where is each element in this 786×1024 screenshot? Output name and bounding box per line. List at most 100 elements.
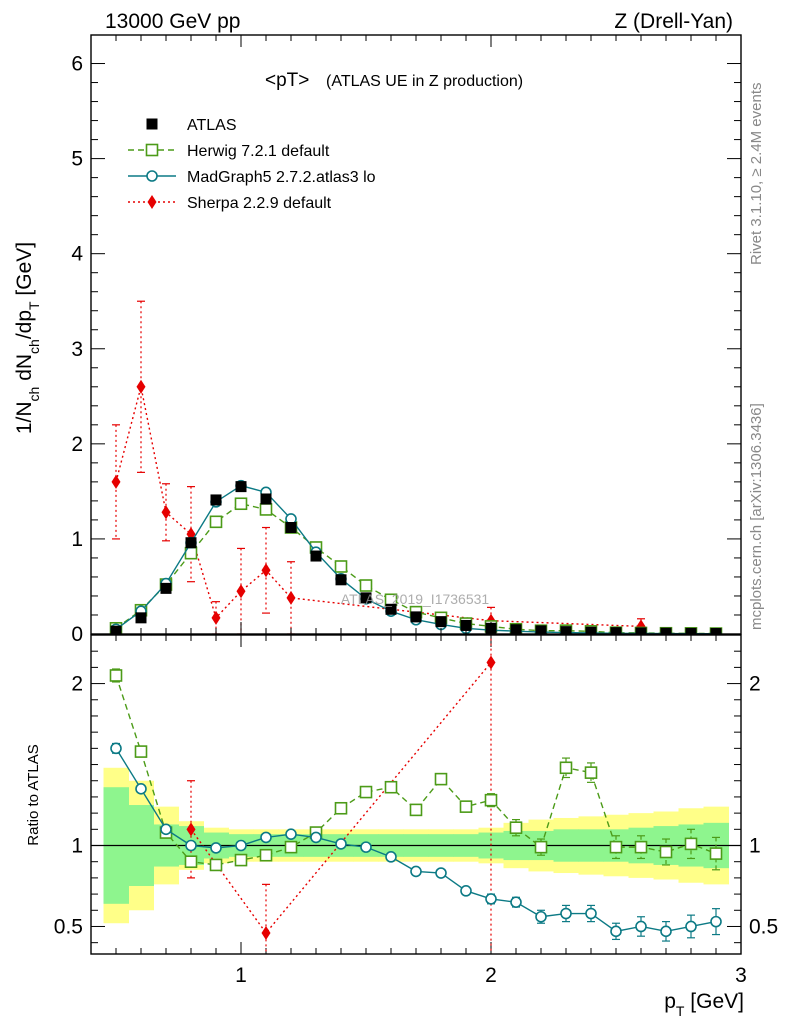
y-tick-label: 6 <box>71 53 83 76</box>
legend-label: Sherpa 2.2.9 default <box>187 195 332 212</box>
data-point <box>109 669 123 682</box>
x-tick-label: 2 <box>485 964 497 987</box>
data-point <box>660 925 672 938</box>
svg-text:pT [GeV]: pT [GeV] <box>664 990 744 1019</box>
y-tick-label: 2 <box>71 673 83 696</box>
data-point <box>211 610 221 625</box>
data-point <box>385 851 397 863</box>
data-point <box>410 865 422 878</box>
header-left: 13000 GeV pp <box>105 10 240 33</box>
data-point <box>135 612 147 624</box>
legend-entry: ATLAS <box>146 117 237 134</box>
data-point <box>111 474 121 489</box>
svg-text:1/Nch dNch/dpT [GeV]: 1/Nch dNch/dpT [GeV] <box>13 242 42 434</box>
series-0 <box>109 668 723 872</box>
data-point <box>186 822 196 837</box>
legend-marker <box>146 170 158 182</box>
series-line <box>115 386 642 628</box>
main-title-primary: <pT> <box>265 70 309 91</box>
data-point <box>334 801 348 815</box>
legend-marker <box>146 118 158 130</box>
data-point <box>259 848 273 862</box>
mcplots-label: mcplots.cern.ch [arXiv:1306.3436] <box>748 403 765 630</box>
data-point <box>609 840 623 854</box>
data-point <box>310 831 322 844</box>
legend-marker <box>145 143 159 157</box>
series-line <box>190 662 492 935</box>
data-point <box>236 584 246 599</box>
series-1 <box>110 742 722 942</box>
data-point <box>334 560 348 573</box>
data-point <box>260 493 272 505</box>
data-point <box>635 920 647 933</box>
data-point <box>385 603 397 615</box>
main-panel: 0 1 2 3 4 5 6 <box>71 34 742 954</box>
data-point <box>459 800 473 813</box>
data-point <box>235 481 247 493</box>
y-tick-label-right: 1 <box>749 835 761 858</box>
ratio-panel: 1 2 3 0.5 0.5 1 1 2 2 <box>54 634 778 987</box>
data-point <box>610 925 622 938</box>
legend-label: ATLAS <box>187 117 237 134</box>
data-point <box>210 494 222 506</box>
data-point <box>486 655 496 670</box>
data-point <box>460 885 472 897</box>
data-point <box>435 616 447 628</box>
series-2 <box>186 635 496 954</box>
data-point <box>460 619 472 631</box>
legend: ATLAS Herwig 7.2.1 default MadGraph5 2.7.2… <box>128 117 376 212</box>
plot-frame <box>90 634 742 955</box>
data-point <box>286 590 296 605</box>
data-point <box>559 761 573 775</box>
main-title-secondary: (ATLAS UE in Z production) <box>326 73 523 90</box>
data-point <box>185 839 197 852</box>
data-point <box>360 841 372 853</box>
data-point <box>135 783 147 795</box>
data-point <box>310 550 322 562</box>
header-right: Z (Drell-Yan) <box>614 10 733 33</box>
data-point <box>584 766 598 779</box>
series-3 <box>111 300 646 634</box>
data-point <box>210 842 222 854</box>
data-point <box>535 910 547 923</box>
data-point <box>484 793 498 807</box>
data-point <box>136 379 146 394</box>
data-point <box>510 896 522 908</box>
data-point <box>410 611 422 623</box>
data-point <box>409 803 423 817</box>
data-point <box>234 497 248 511</box>
watermark: ATLAS_2019_I1736531 <box>341 591 490 607</box>
data-point <box>284 840 298 854</box>
data-point <box>359 785 373 799</box>
data-point <box>384 780 398 794</box>
x-tick-label: 3 <box>735 964 747 987</box>
data-point <box>509 821 523 834</box>
data-point <box>234 853 248 867</box>
data-point <box>261 925 271 940</box>
ratio-y-axis-label: Ratio to ATLAS <box>25 744 42 845</box>
data-point <box>185 537 197 549</box>
data-point <box>285 828 297 840</box>
data-point <box>710 915 722 928</box>
data-point <box>285 522 297 534</box>
y-tick-label: 5 <box>71 148 83 171</box>
data-point <box>184 855 198 869</box>
y-tick-label: 3 <box>71 338 83 361</box>
series-0 <box>110 481 722 634</box>
legend-entry: Sherpa 2.2.9 default <box>128 195 332 212</box>
x-tick-label: 1 <box>235 964 247 987</box>
data-point <box>335 574 347 586</box>
data-point <box>110 742 122 755</box>
data-point <box>360 592 372 604</box>
data-point <box>485 893 497 905</box>
y-tick-label: 0.5 <box>54 915 83 938</box>
main-title: <pT> (ATLAS UE in Z production) <box>265 70 523 91</box>
data-point <box>434 772 448 786</box>
y-tick-label: 1 <box>71 835 83 858</box>
legend-label: MadGraph5 2.7.2.atlas3 lo <box>187 169 376 186</box>
x-axis-label: pT [GeV] <box>664 990 744 1019</box>
data-point <box>585 907 597 920</box>
data-point <box>160 582 172 594</box>
data-point <box>261 563 271 578</box>
data-point <box>534 840 548 854</box>
